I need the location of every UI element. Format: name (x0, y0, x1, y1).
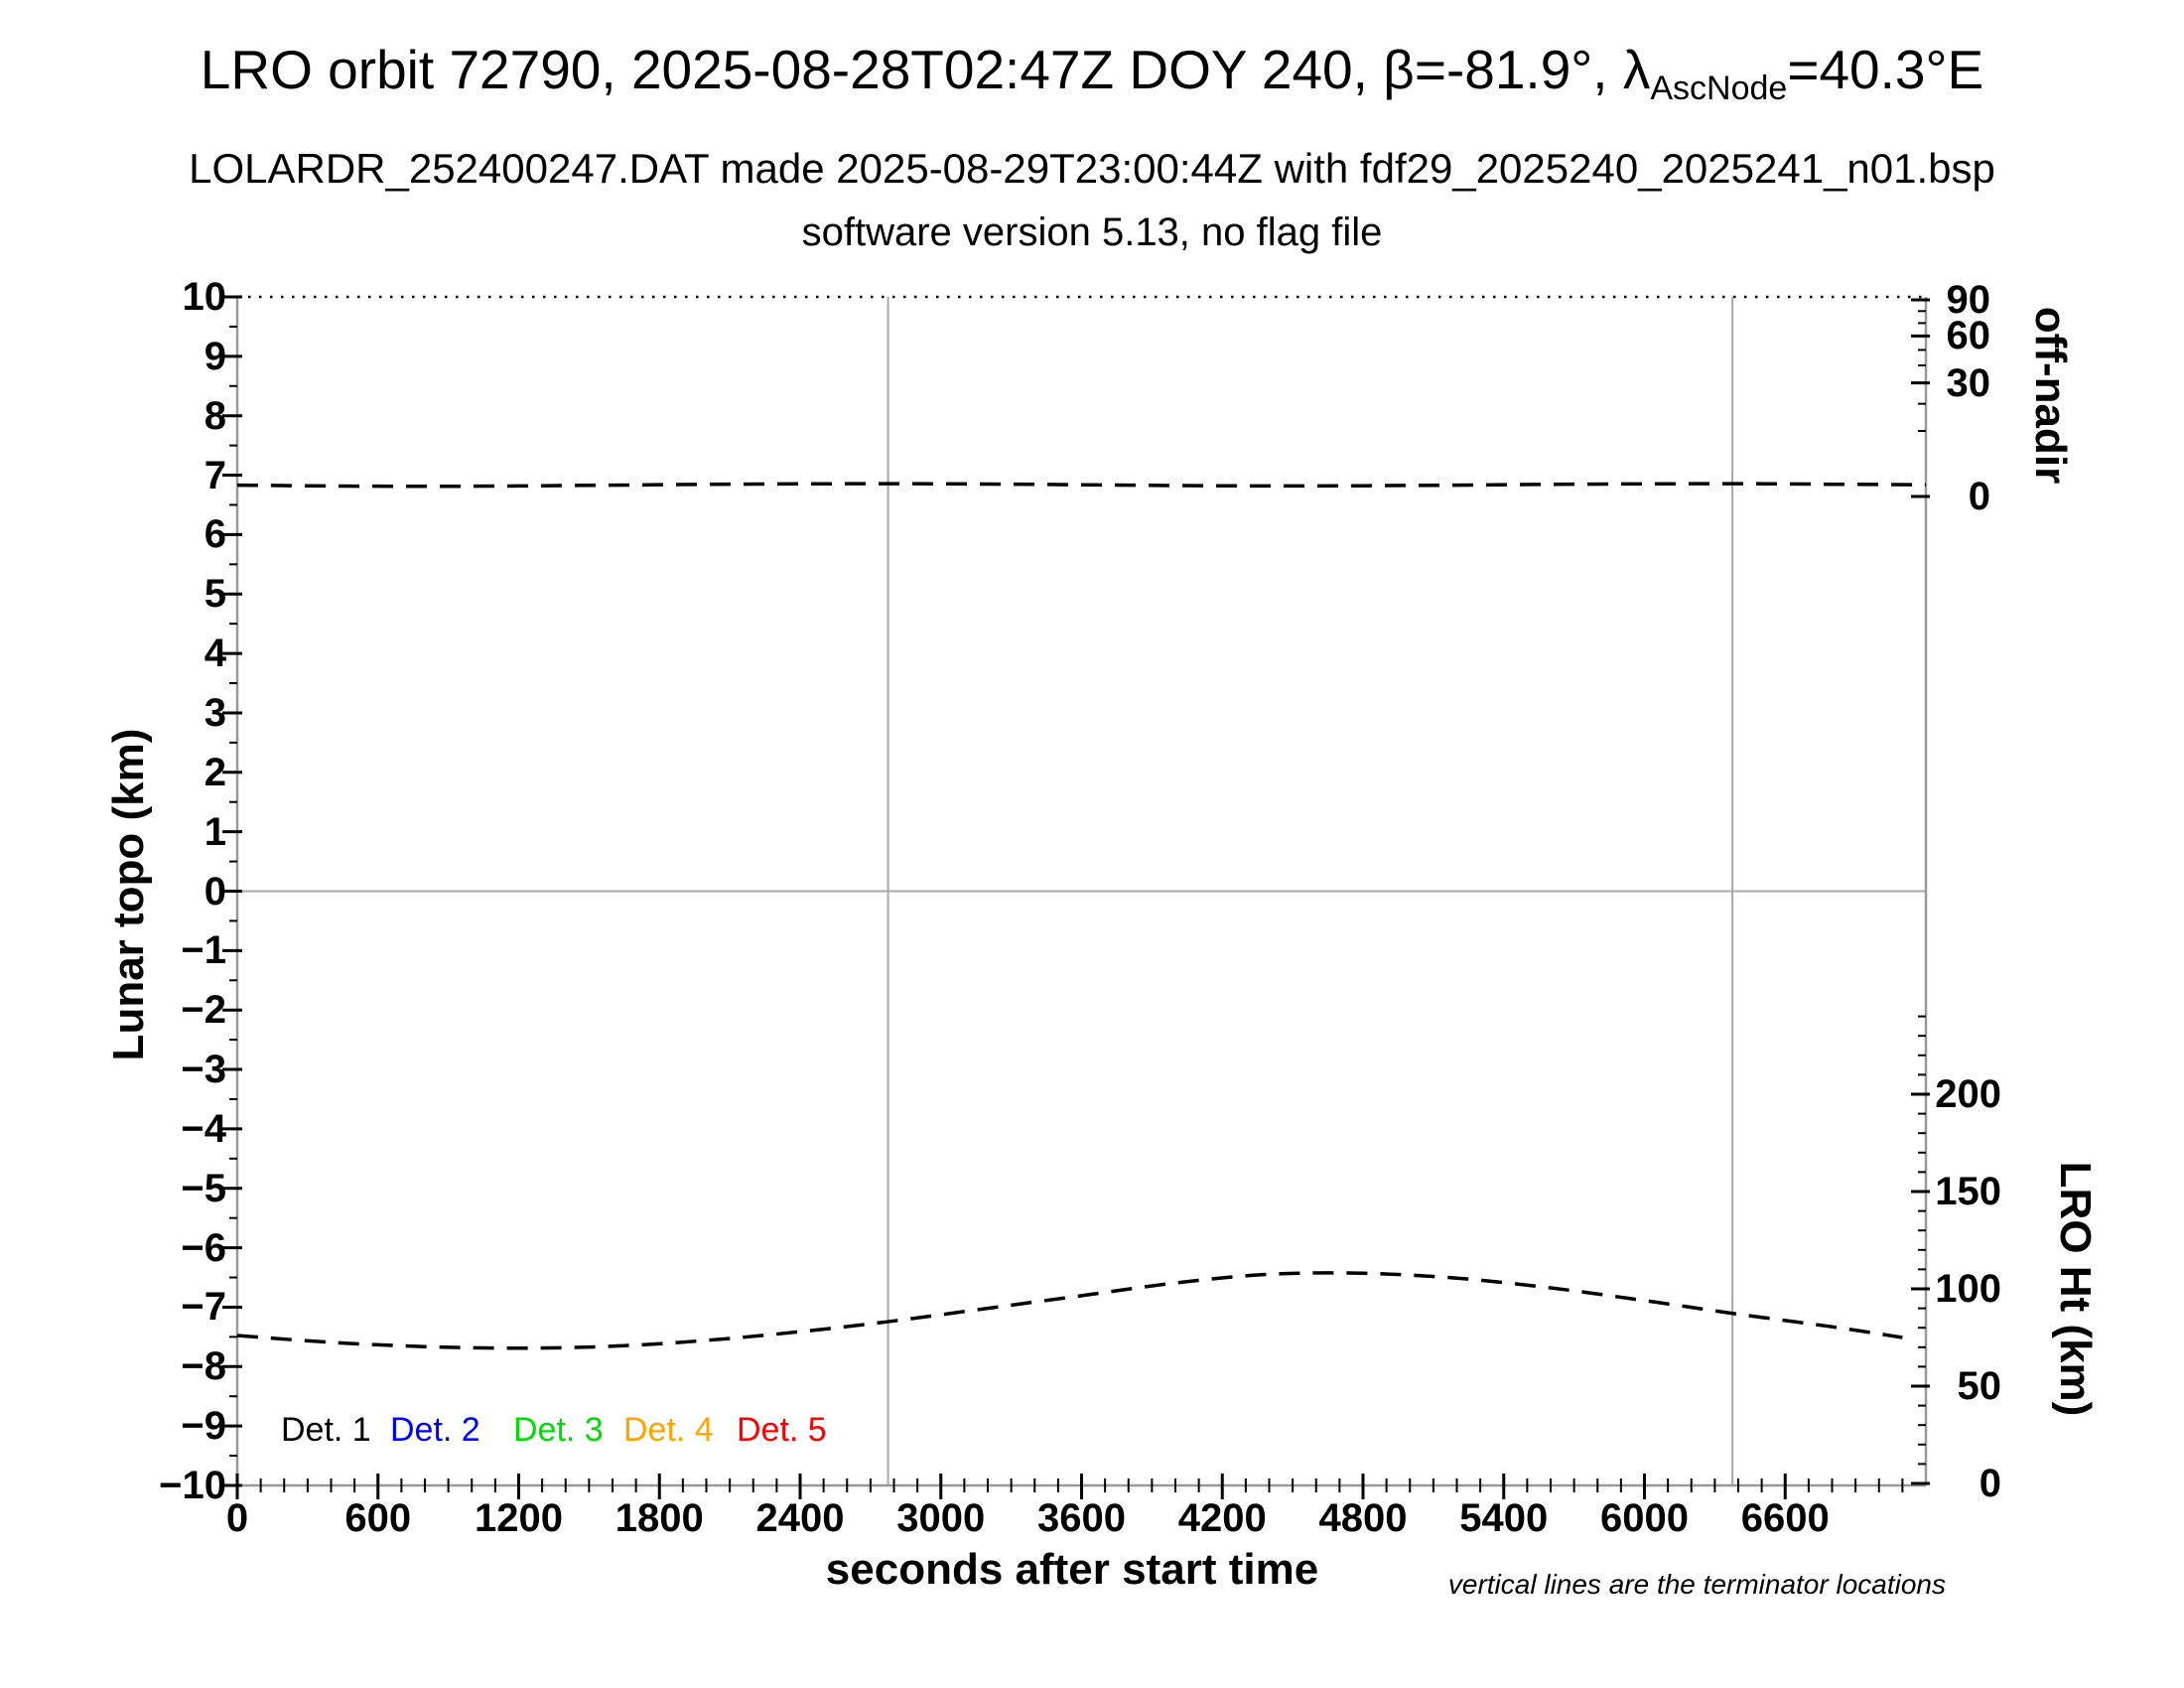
ht-tick-label: 0 (1979, 1462, 2001, 1505)
off-nadir-axis-title: off-nadir (2026, 306, 2075, 485)
title-tail: =40.3°E (1787, 39, 1984, 100)
topo-tick-label: −6 (181, 1225, 226, 1270)
offnadir-tick-label: 90 (1946, 278, 1991, 322)
legend-item-det-5: Det. 5 (737, 1411, 827, 1449)
topo-tick-label: −3 (181, 1048, 226, 1092)
topo-tick-label: −9 (181, 1404, 226, 1449)
legend-item-det-4: Det. 4 (623, 1411, 714, 1449)
title-lambda-subscript: AscNode (1650, 70, 1788, 107)
x-tick-label: 4800 (1318, 1496, 1408, 1540)
topo-tick-label: 5 (204, 572, 226, 617)
left-axis-title: Lunar topo (km) (104, 728, 153, 1061)
legend: Det. 1 Det. 2 Det. 3 Det. 4 Det. 5 (0, 1411, 2184, 1451)
subtitle-software-version: software version 5.13, no flag file (801, 211, 1383, 254)
topo-tick-label: 7 (204, 453, 226, 497)
x-tick-label: 1800 (614, 1496, 704, 1540)
legend-item-det-3: Det. 3 (513, 1411, 604, 1449)
subtitle-file-info: LOLARDR_252400247.DAT made 2025-08-29T23… (189, 145, 1995, 192)
ht-tick-label: 50 (1957, 1364, 2002, 1408)
topo-tick-label: 4 (204, 632, 226, 676)
offnadir-tick-label: 30 (1946, 360, 1991, 405)
offnadir-tick-label: 60 (1946, 314, 1991, 358)
title-main: LRO orbit 72790, 2025-08-28T02:47Z DOY 2… (200, 39, 1651, 100)
legend-item-det-1: Det. 1 (281, 1411, 371, 1449)
topo-tick-label: 9 (204, 334, 226, 378)
ht-tick-label: 100 (1935, 1267, 2001, 1311)
page-title: LRO orbit 72790, 2025-08-28T02:47Z DOY 2… (0, 38, 2184, 108)
x-tick-label: 0 (225, 1496, 249, 1540)
x-tick-label: 6600 (1740, 1496, 1830, 1540)
series-height-dashed-curve (236, 1271, 1903, 1350)
topo-tick-label: −4 (181, 1106, 226, 1151)
ht-tick-label: 200 (1935, 1072, 2001, 1116)
x-tick-label: 6000 (1600, 1496, 1689, 1540)
x-tick-label: 4200 (1177, 1496, 1267, 1540)
x-tick-label: 1200 (475, 1496, 563, 1540)
topo-tick-label: 1 (204, 809, 226, 854)
offnadir-tick-label: 0 (1968, 475, 1990, 518)
topo-tick-label: −8 (181, 1344, 226, 1389)
topo-tick-label: −10 (159, 1464, 226, 1507)
plot-area (222, 295, 1930, 1499)
topo-tick-label: 3 (204, 690, 226, 735)
topo-tick-label: 10 (182, 275, 227, 319)
x-tick-label: 3600 (1037, 1496, 1126, 1540)
topo-tick-label: 2 (204, 750, 226, 794)
topo-tick-label: −7 (181, 1285, 226, 1330)
x-tick-label: 5400 (1459, 1496, 1549, 1540)
legend-item-det-2: Det. 2 (390, 1411, 480, 1449)
topo-tick-label: 0 (204, 869, 226, 914)
x-tick-label: 600 (344, 1496, 412, 1540)
x-tick-label: 3000 (896, 1496, 986, 1540)
ht-tick-label: 150 (1935, 1170, 2001, 1213)
topo-tick-label: 8 (204, 393, 226, 438)
topo-tick-label: −1 (181, 928, 226, 973)
topo-tick-label: −5 (181, 1166, 226, 1210)
topo-tick-label: 6 (204, 512, 226, 557)
terminator-note: vertical lines are the terminator locati… (1447, 1569, 1946, 1600)
x-axis-title: seconds after start time (825, 1545, 1319, 1594)
series-offnadir-dashed-curve (236, 482, 1927, 489)
topo-tick-label: −2 (181, 988, 226, 1033)
x-tick-label: 2400 (755, 1496, 845, 1540)
